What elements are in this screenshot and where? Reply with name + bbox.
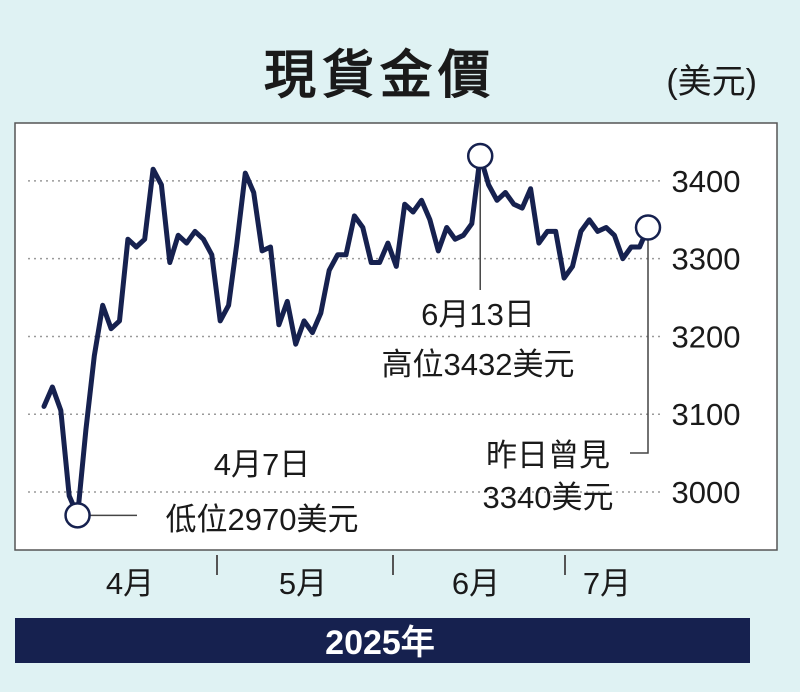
- annotation-low: 4月7日 低位2970美元: [166, 447, 359, 537]
- y-tick-label: 3300: [672, 242, 741, 277]
- annotation-latest: 昨日曾見 3340美元: [483, 438, 614, 515]
- series-line: [41, 153, 651, 518]
- high-point-marker: [466, 142, 494, 170]
- y-tick-label: 3200: [672, 319, 741, 354]
- annotation-high: 6月13日 高位3432美元: [382, 297, 575, 382]
- annotation-markers: [64, 142, 662, 529]
- year-band: [15, 618, 750, 663]
- unit-label: (美元): [666, 63, 757, 101]
- x-axis: 4月 5月 6月 7月: [106, 555, 631, 601]
- annotation-high-text: 高位3432美元: [382, 347, 575, 382]
- leader-latest: [630, 227, 649, 454]
- y-tick-label: 3400: [672, 164, 741, 199]
- latest-point-marker: [634, 214, 662, 241]
- y-tick-label: 3000: [672, 475, 741, 510]
- y-tick-label: 3100: [672, 397, 741, 432]
- year-label: 2025年: [325, 624, 435, 662]
- annotation-latest-date: 昨日曾見: [486, 438, 610, 473]
- x-tick-label: 4月: [106, 566, 154, 601]
- annotation-low-text: 低位2970美元: [166, 502, 359, 537]
- y-axis: 3000 3100 3200 3300 3400: [672, 164, 741, 510]
- annotation-latest-text: 3340美元: [483, 480, 614, 515]
- x-tick-label: 5月: [279, 566, 327, 601]
- annotation-high-date: 6月13日: [421, 297, 535, 332]
- x-tick-label: 6月: [452, 566, 500, 601]
- x-tick-label: 7月: [583, 566, 631, 601]
- chart-title: 現貨金價: [264, 47, 496, 105]
- low-point-marker: [64, 502, 91, 529]
- annotation-low-date: 4月7日: [214, 447, 310, 482]
- gridlines: [28, 180, 662, 493]
